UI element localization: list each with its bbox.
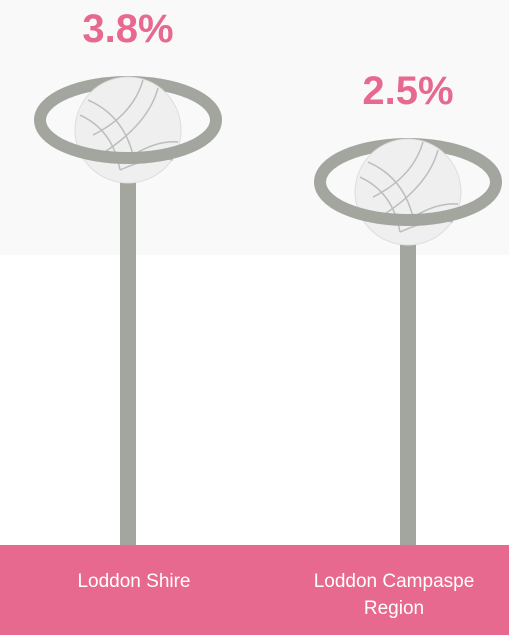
ball-seam bbox=[372, 141, 424, 198]
category-label: Loddon Shire bbox=[77, 571, 190, 592]
pole bbox=[120, 120, 136, 545]
category-line: Region bbox=[364, 598, 424, 619]
ball-seam bbox=[87, 99, 134, 156]
pole bbox=[400, 182, 416, 546]
ball-seam bbox=[92, 79, 144, 136]
ball bbox=[74, 76, 182, 184]
hoop-front bbox=[34, 119, 222, 165]
category-band bbox=[0, 545, 509, 635]
value-label: 2.5% bbox=[362, 69, 453, 113]
hoop-front bbox=[314, 181, 502, 227]
value-label: 3.8% bbox=[82, 7, 173, 51]
ball bbox=[354, 138, 462, 246]
background bbox=[0, 255, 509, 545]
ball-seam bbox=[379, 149, 439, 218]
ball-seam bbox=[367, 161, 414, 218]
ball-seam bbox=[99, 87, 159, 156]
category-line: Loddon Campaspe bbox=[314, 571, 475, 592]
category-label: Loddon Campaspe Region bbox=[314, 571, 475, 619]
